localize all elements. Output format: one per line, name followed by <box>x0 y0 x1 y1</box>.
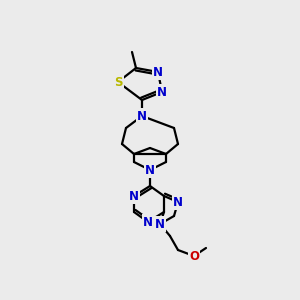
Text: O: O <box>189 250 199 262</box>
Text: N: N <box>157 85 167 98</box>
Text: N: N <box>153 65 163 79</box>
Text: N: N <box>143 215 153 229</box>
Text: N: N <box>129 190 139 202</box>
Text: N: N <box>173 196 183 208</box>
Text: N: N <box>155 218 165 230</box>
Text: N: N <box>137 110 147 122</box>
Text: N: N <box>145 164 155 176</box>
Text: S: S <box>114 76 122 88</box>
